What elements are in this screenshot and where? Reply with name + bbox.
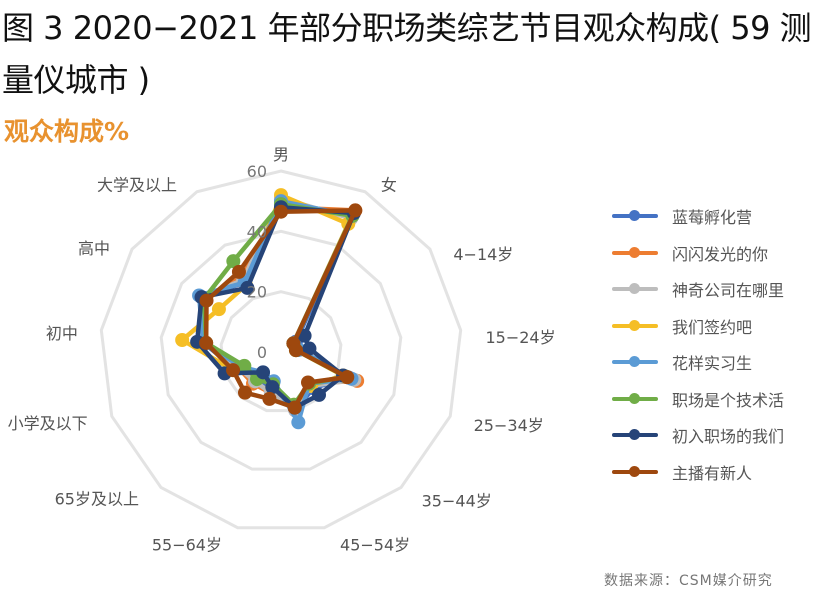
legend-label: 主播有新人 [672, 463, 753, 483]
legend-label: 我们签约吧 [672, 317, 753, 337]
data-point [255, 365, 270, 380]
legend-line-marker-icon [612, 210, 658, 222]
legend-item[interactable]: 闪闪发光的你 [612, 235, 784, 272]
data-point [237, 385, 252, 400]
legend-line-marker-icon [612, 356, 658, 368]
tick-label: 20 [247, 283, 267, 302]
legend-item[interactable]: 神奇公司在哪里 [612, 271, 784, 308]
axis-label: 15−24岁 [485, 328, 555, 347]
data-point [265, 380, 280, 395]
data-point [287, 400, 302, 415]
legend-item[interactable]: 职场是个技术活 [612, 381, 784, 418]
data-point [226, 363, 241, 378]
data-point [288, 343, 303, 358]
legend-line-marker-icon [612, 246, 658, 258]
data-point [274, 204, 288, 219]
legend-line-marker-icon [612, 465, 658, 477]
legend-line-marker-icon [612, 319, 658, 331]
data-point [312, 387, 327, 402]
data-point [291, 415, 306, 430]
grid-ring-60 [99, 169, 463, 530]
legend-label: 花样实习生 [672, 354, 753, 374]
axis-labels: 男女 4−14岁 15−24岁 25−34岁 35−44岁 45−54岁 55−64岁 65岁… [8, 145, 556, 555]
legend-item[interactable]: 初入职场的我们 [612, 417, 784, 454]
legend-line-marker-icon [612, 429, 658, 441]
legend-label: 初入职场的我们 [672, 427, 785, 447]
legend-label: 蓝莓孵化营 [672, 208, 753, 228]
tick-label: 0 [257, 343, 267, 362]
tick-label: 40 [247, 222, 267, 241]
data-point [340, 370, 355, 385]
axis-label: 小学及以下 [8, 414, 88, 433]
axis-label: 35−44岁 [422, 491, 492, 510]
data-point [302, 341, 317, 356]
axis-label: 45−54岁 [340, 536, 410, 555]
chart-subtitle: 观众构成% [4, 117, 130, 146]
legend-label: 职场是个技术活 [672, 390, 785, 410]
legend-line-marker-icon [612, 392, 658, 404]
data-point [237, 358, 252, 373]
axis-label: 65岁及以上 [55, 489, 139, 508]
radar-grid [99, 169, 463, 530]
legend-item[interactable]: 我们签约吧 [612, 308, 784, 345]
grid-ring-40 [159, 229, 403, 471]
data-point [231, 264, 246, 279]
legend: 蓝莓孵化营闪闪发光的你 神奇公司在哪里 我们签约吧花样实习生职场是个技术活 初入职场的… [612, 198, 784, 490]
axis-label: 高中 [78, 239, 110, 258]
legend-item[interactable]: 蓝莓孵化营 [612, 198, 784, 235]
axis-label: 4−14岁 [453, 245, 513, 264]
data-point [199, 335, 214, 350]
legend-label: 闪闪发光的你 [672, 244, 769, 264]
grid-ring-20 [219, 290, 343, 413]
data-point [199, 293, 214, 308]
legend-line-marker-icon [612, 283, 658, 295]
data-point [175, 333, 190, 348]
legend-label: 神奇公司在哪里 [672, 281, 785, 301]
data-point [240, 280, 255, 295]
data-point [262, 391, 277, 406]
data-point [348, 203, 363, 218]
axis-label: 女 [381, 176, 397, 195]
radar-series [175, 188, 365, 430]
legend-item[interactable]: 主播有新人 [612, 454, 784, 491]
axis-label: 男 [273, 145, 289, 164]
data-point [301, 375, 316, 390]
axis-label: 大学及以上 [97, 176, 177, 195]
data-point [211, 302, 226, 317]
axis-label: 25−34岁 [474, 416, 544, 435]
axis-label: 初中 [46, 324, 78, 343]
figure-title: 图 3 2020−2021 年部分职场类综艺节目观众构成( 59 测量仪城市 ) [2, 9, 812, 99]
series-7 [199, 203, 363, 415]
tick-label: 60 [247, 162, 267, 181]
axis-label: 55−64岁 [152, 536, 222, 555]
data-point [226, 254, 241, 269]
legend-item[interactable]: 花样实习生 [612, 344, 784, 381]
radial-tick-labels: 0 20 40 60 [247, 162, 267, 362]
data-source-note: 数据来源：CSM媒介研究 [604, 573, 773, 589]
